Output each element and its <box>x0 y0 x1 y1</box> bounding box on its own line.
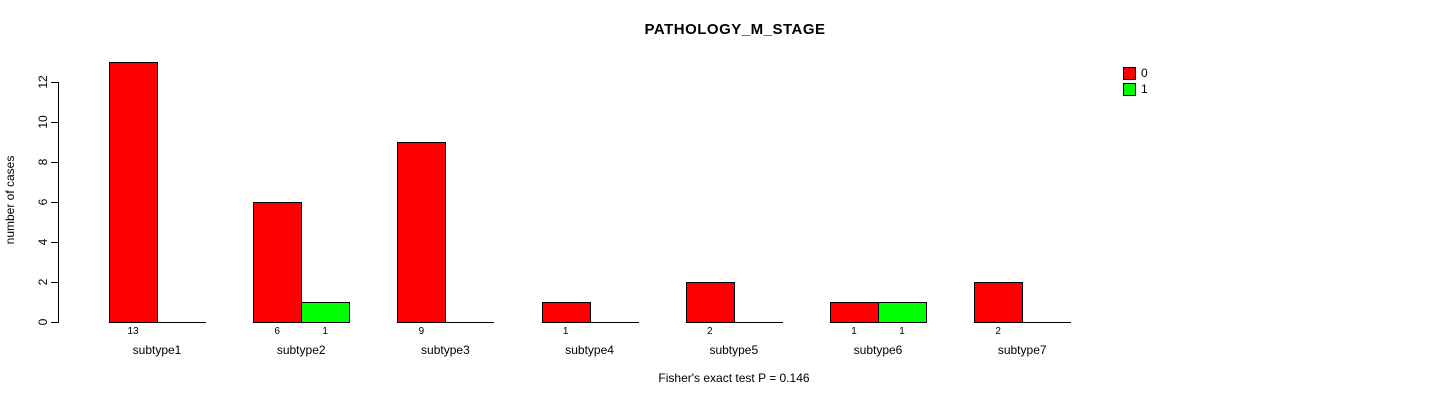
bar-subtype3-series-0 <box>397 142 447 323</box>
y-axis-tick-label: 10 <box>36 115 50 129</box>
bar-subtype5-series-0 <box>685 282 735 323</box>
bar-count-label: 2 <box>707 326 713 337</box>
bar-count-label: 1 <box>322 326 328 337</box>
bar-count-label: 13 <box>127 326 139 337</box>
y-axis-tick-label: 12 <box>36 75 50 89</box>
chart-title: PATHOLOGY_M_STAGE <box>644 21 826 38</box>
bar-subtype6-series-1 <box>878 302 927 323</box>
legend-label: 0 <box>1141 66 1148 80</box>
x-axis-category-label: subtype7 <box>997 343 1047 357</box>
y-axis-tick <box>51 242 58 243</box>
y-axis-tick <box>51 122 58 123</box>
y-axis-tick <box>51 82 58 83</box>
bar-count-label: 2 <box>995 326 1001 337</box>
x-axis-category-label: subtype4 <box>565 343 614 357</box>
y-axis-tick-label: 0 <box>36 318 50 326</box>
legend-item: 0 <box>1123 65 1148 81</box>
bar-subtype7-series-0 <box>974 282 1024 323</box>
x-axis-category-label: subtype5 <box>709 343 759 357</box>
y-axis-tick-label: 2 <box>36 278 50 286</box>
x-axis-category-label: subtype6 <box>853 343 903 357</box>
y-axis-title: number of cases <box>3 155 17 245</box>
bar-count-label: 1 <box>562 326 569 337</box>
y-axis-tick-label: 4 <box>36 238 50 246</box>
bar-count-label: 1 <box>899 326 905 337</box>
bar-subtype2-series-0 <box>253 202 303 323</box>
y-axis-tick <box>51 282 58 283</box>
bar-count-label: 6 <box>274 326 280 337</box>
y-axis-line <box>58 82 59 323</box>
y-axis-tick-label: 6 <box>36 198 50 206</box>
bar-subtype4-series-0 <box>541 302 591 323</box>
x-axis-category-label: subtype2 <box>276 343 326 357</box>
legend-label: 1 <box>1141 82 1148 96</box>
y-axis-tick <box>51 162 58 163</box>
legend-swatch-1 <box>1123 82 1136 96</box>
x-axis-category-label: subtype1 <box>132 343 182 357</box>
y-axis-tick <box>51 202 58 203</box>
x-axis-category-label: subtype3 <box>421 343 470 357</box>
legend-swatch-0 <box>1123 66 1136 80</box>
bar-subtype6-series-0 <box>830 302 879 323</box>
legend-item: 1 <box>1123 81 1148 97</box>
bar-subtype1-series-0 <box>109 62 158 323</box>
y-axis-tick <box>51 322 58 323</box>
bar-subtype2-series-1 <box>301 302 351 323</box>
bar-count-label: 1 <box>851 326 857 337</box>
y-axis-tick-label: 8 <box>36 158 50 166</box>
bar-count-label: 9 <box>418 326 425 337</box>
fisher-test-annotation: Fisher's exact test P = 0.146 <box>658 371 810 385</box>
